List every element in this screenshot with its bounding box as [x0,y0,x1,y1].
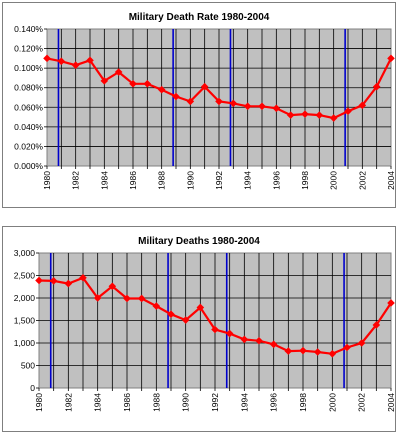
death-rate-chart: Military Death Rate 1980-2004 0.000% 0.020… [2,2,396,208]
data-point [315,111,324,119]
data-point [79,273,87,282]
data-point [372,321,381,329]
x-tick-label: 1996 [269,393,279,412]
x-tick-label: 2002 [357,393,367,412]
data-point [186,97,195,106]
data-point [49,277,58,285]
death-rate-chart-svg: Military Death Rate 1980-2004 0.000% 0.020… [14,12,395,190]
data-point [313,348,322,356]
x-tick-label: 2004 [386,393,395,412]
x-tick-label: 2004 [386,171,395,190]
y-tick-label: 1,000 [14,338,36,348]
x-tick-label: 1986 [122,393,132,412]
data-point [301,110,309,118]
y-tick-label: 0.080% [14,83,43,93]
data-point [357,339,366,347]
data-point [43,54,51,63]
y-tick-label: 1,500 [14,316,36,326]
x-tick-label: 1988 [157,171,167,190]
x-tick-label: 1982 [71,171,81,190]
x-tick-label: 1988 [151,393,161,412]
data-point [57,57,66,66]
data-point [143,80,152,88]
x-tick-label: 1992 [214,171,224,190]
data-point [358,101,367,110]
data-point [211,325,219,334]
data-point [93,294,102,302]
x-tick-label: 1994 [243,171,253,190]
y-tick-label: 0.040% [14,122,43,132]
y-tick-label: 2,500 [14,271,36,281]
data-point [157,85,166,94]
y-tick-label: 0.120% [14,44,43,54]
data-point [258,102,266,111]
data-point [284,347,293,355]
x-tick-label: 1998 [298,393,308,412]
x-tick-label: 1992 [210,393,220,412]
x-tick-label: 1994 [239,393,249,412]
data-point [344,107,352,115]
data-point [272,104,281,113]
data-point [86,56,94,65]
data-point [387,54,395,63]
x-tick-label: 1990 [181,393,191,412]
y-tick-label: 2,000 [14,293,36,303]
data-point [64,279,73,288]
y-tick-label: 0.000% [14,161,43,171]
chart-title: Military Deaths 1980-2004 [138,236,260,247]
data-point [200,82,209,91]
y-tick-label: 0.140% [14,24,43,34]
data-point [243,102,252,111]
y-tick-label: 3,000 [14,248,36,258]
x-tick-label: 2002 [357,171,367,190]
x-tick-label: 1982 [63,393,73,412]
y-tick-label: 0 [30,383,35,393]
data-point [129,80,137,88]
data-point [299,346,307,355]
y-tick-label: 0.060% [14,102,43,112]
x-tick-label: 1980 [34,393,44,412]
data-point [269,340,278,349]
data-point [172,92,180,101]
data-point [114,68,123,76]
x-tick-label: 1980 [42,171,52,190]
y-tick-label: 0.100% [14,63,43,73]
deaths-chart-svg: Military Deaths 1980-2004 0 500 1,000 1,500 2… [14,236,395,412]
deaths-chart: Military Deaths 1980-2004 0 500 1,000 1,500 2… [2,226,396,432]
data-point [372,82,381,91]
x-tick-label: 1998 [300,171,310,190]
data-point [215,97,223,106]
y-tick-label: 500 [21,361,35,371]
x-tick-label: 1990 [185,171,195,190]
data-point [343,343,351,352]
y-tick-label: 0.020% [14,141,43,151]
data-point [329,114,338,122]
data-point [100,77,109,85]
x-tick-label: 1984 [93,393,103,412]
data-point [255,336,263,345]
x-tick-label: 1984 [99,171,109,190]
x-tick-label: 1996 [271,171,281,190]
data-point [71,61,80,70]
chart-title: Military Death Rate 1980-2004 [129,12,270,23]
x-tick-label: 1986 [128,171,138,190]
data-point [286,111,295,119]
x-tick-label: 2000 [327,393,337,412]
x-tick-label: 2000 [329,171,339,190]
data-point [229,99,238,108]
